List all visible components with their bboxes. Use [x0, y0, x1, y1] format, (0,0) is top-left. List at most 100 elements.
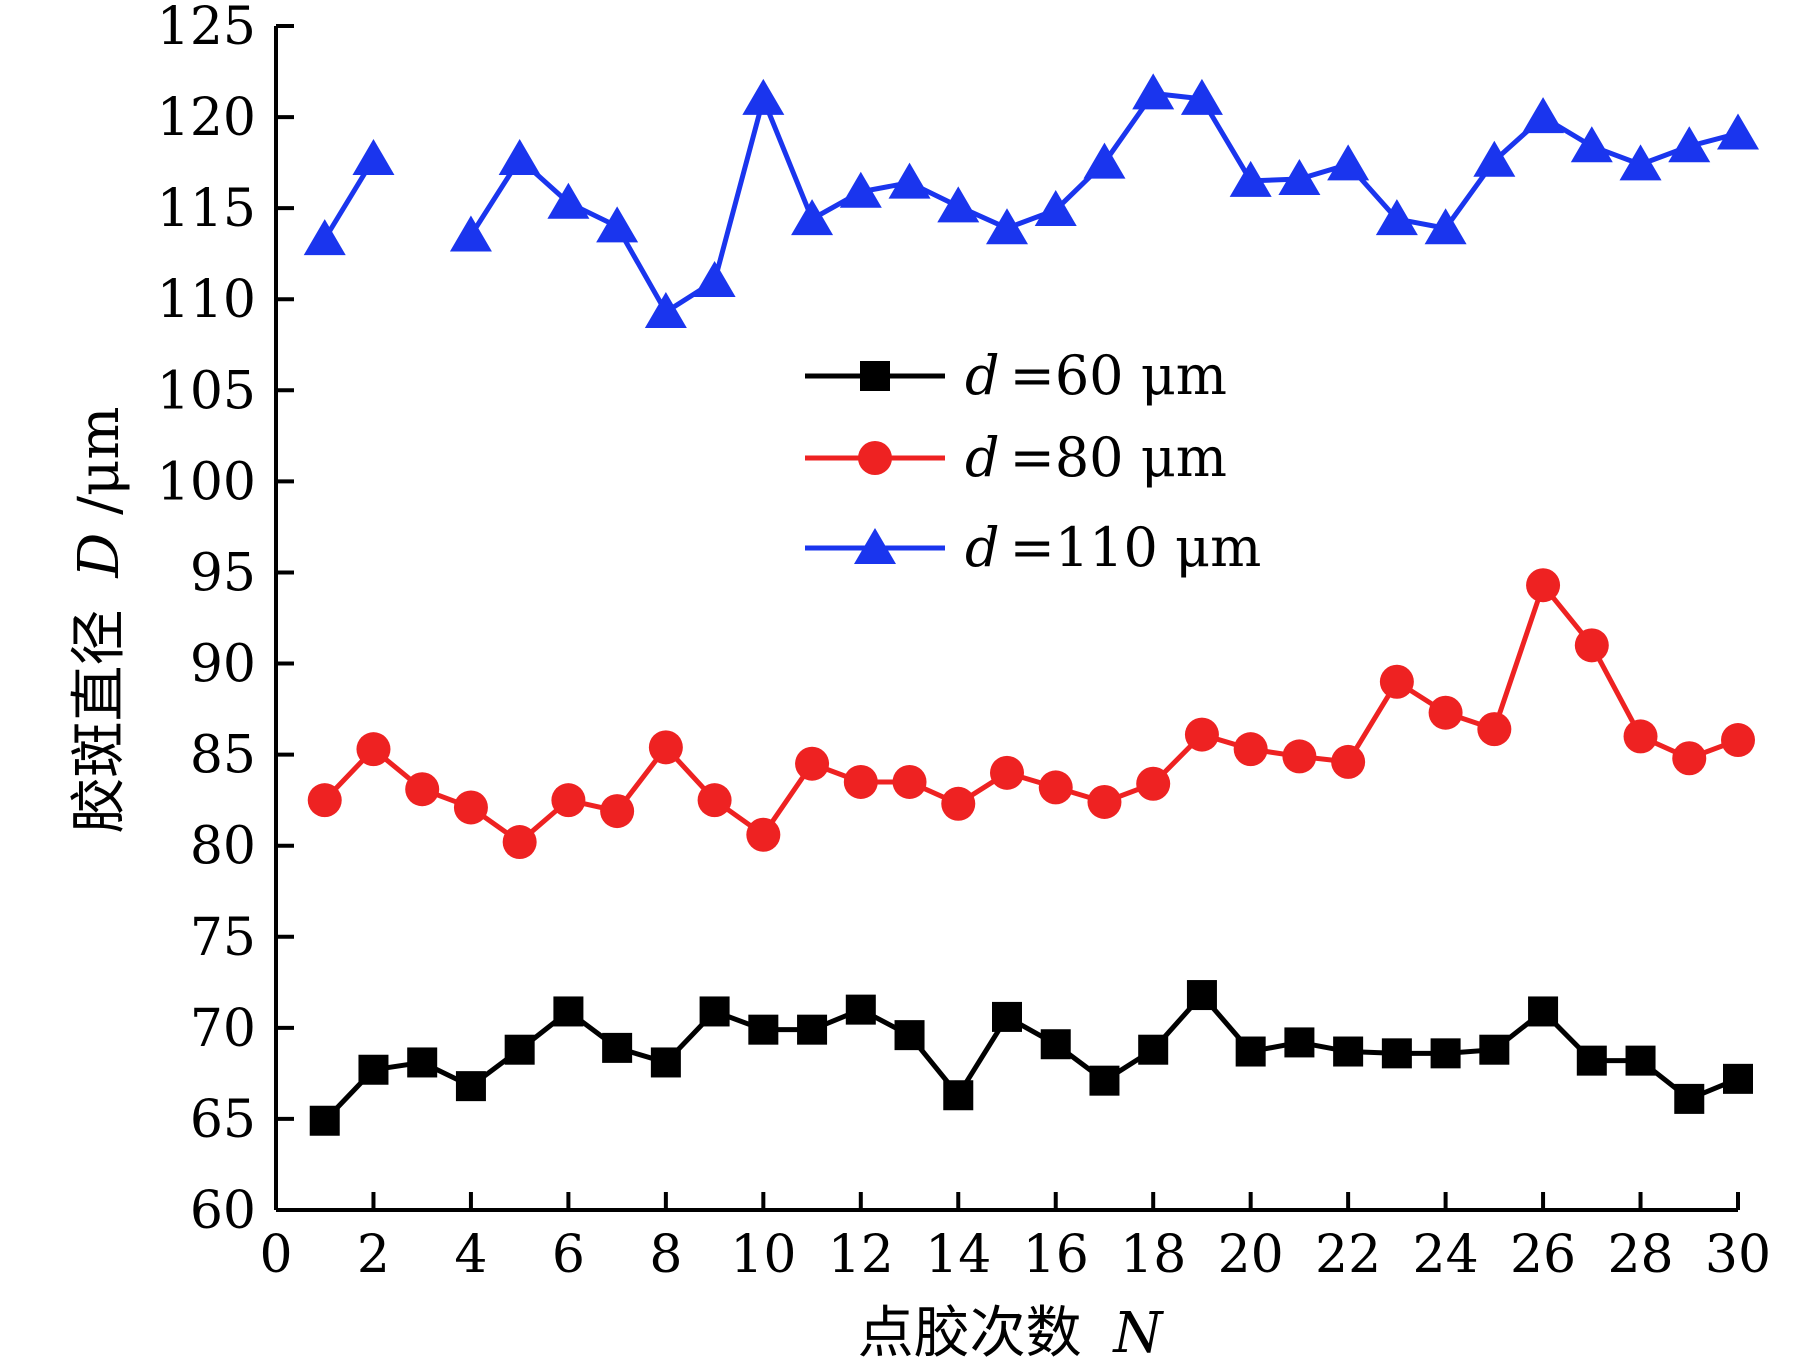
y-tick-label: 60: [190, 1181, 256, 1241]
y-tick-label: 85: [190, 726, 256, 786]
data-point: [551, 783, 586, 818]
series-triangle: [303, 73, 1759, 328]
legend-entry: d =110 μm: [805, 516, 1261, 579]
data-point: [888, 162, 931, 199]
data-point: [352, 138, 395, 175]
y-tick-label: 120: [157, 88, 256, 148]
plot-area: [303, 73, 1759, 1136]
y-tick-label: 95: [190, 543, 256, 603]
data-point: [1235, 1036, 1266, 1067]
data-point: [600, 794, 635, 829]
series-line: [322, 580, 1739, 846]
data-point: [1526, 568, 1561, 603]
legend-marker: [858, 441, 892, 475]
data-point: [797, 1014, 828, 1045]
data-point: [839, 171, 882, 208]
data-point: [405, 772, 440, 807]
y-tick-label: 80: [190, 817, 256, 877]
data-point: [498, 138, 541, 175]
legend-label: d =110 μm: [965, 516, 1261, 579]
data-point: [1479, 1034, 1510, 1065]
data-point: [650, 1047, 681, 1078]
data-point: [1284, 1027, 1315, 1058]
x-tick-label: 14: [925, 1225, 991, 1285]
axis-labels: 点胶次数 N 胶斑直径 D /μm: [67, 407, 1164, 1366]
data-point: [1668, 126, 1711, 163]
data-point: [1180, 78, 1223, 115]
data-point: [937, 186, 980, 223]
legend-label-rest: =110 μm: [1010, 516, 1262, 579]
data-point: [742, 78, 785, 115]
data-point: [407, 1047, 438, 1078]
data-point: [894, 1020, 925, 1051]
data-point: [1473, 140, 1516, 177]
x-tick-label: 4: [454, 1225, 487, 1285]
data-point: [1625, 1045, 1656, 1076]
data-point: [1034, 189, 1077, 226]
data-point: [1186, 980, 1217, 1011]
data-point: [358, 1054, 389, 1085]
data-point: [1424, 208, 1467, 245]
data-point: [1233, 732, 1268, 767]
y-tick-label: 110: [157, 270, 256, 330]
x-tick-label: 0: [259, 1225, 292, 1285]
x-tick-label: 24: [1413, 1225, 1479, 1285]
data-point: [648, 730, 683, 765]
data-point: [1038, 770, 1073, 805]
data-point: [1282, 739, 1317, 774]
data-point: [1428, 695, 1463, 730]
data-point: [1087, 784, 1122, 819]
y-tick-label: 75: [190, 908, 256, 968]
x-tick-label: 6: [552, 1225, 585, 1285]
data-point: [1184, 717, 1219, 752]
legend-label-var: d: [965, 516, 1000, 579]
data-point: [1619, 144, 1662, 181]
y-tick-label: 105: [157, 361, 256, 421]
data-point: [791, 199, 834, 236]
data-point: [845, 994, 876, 1025]
legend: d =60 μmd =80 μmd =110 μm: [805, 344, 1261, 579]
data-point: [1132, 73, 1175, 110]
x-axis-title: 点胶次数 N: [858, 1301, 1165, 1366]
legend-label: d =60 μm: [965, 344, 1227, 407]
data-point: [1379, 664, 1414, 699]
data-point: [1574, 628, 1609, 663]
data-point: [356, 732, 391, 767]
data-point: [1333, 1036, 1364, 1067]
data-point: [795, 746, 830, 781]
data-point: [1528, 996, 1559, 1027]
data-point: [307, 783, 342, 818]
legend-label-rest: =80 μm: [1010, 426, 1227, 489]
data-point: [1331, 744, 1366, 779]
data-point: [892, 764, 927, 799]
x-tick-label: 20: [1218, 1225, 1284, 1285]
data-point: [1327, 144, 1370, 181]
data-point: [1721, 723, 1755, 758]
data-point: [449, 215, 492, 252]
data-point: [1040, 1029, 1071, 1060]
data-point: [1138, 1034, 1169, 1065]
data-point: [453, 790, 488, 825]
series-square: [309, 980, 1753, 1136]
data-point: [1576, 1045, 1607, 1076]
y-tick-label: 65: [190, 1090, 256, 1150]
data-point: [943, 1080, 974, 1111]
x-tick-label: 16: [1023, 1225, 1089, 1285]
data-point: [746, 817, 781, 852]
data-point: [1623, 719, 1658, 754]
series-circle: [307, 568, 1755, 860]
data-point: [602, 1032, 633, 1063]
x-tick-label: 12: [828, 1225, 894, 1285]
data-point: [504, 1034, 535, 1065]
data-point: [1136, 766, 1171, 801]
y-tick-label: 90: [190, 635, 256, 695]
legend-marker: [860, 361, 890, 391]
data-point: [547, 182, 590, 219]
data-point: [748, 1014, 779, 1045]
data-point: [1278, 159, 1321, 196]
data-point: [502, 825, 537, 860]
legend-label-var: d: [965, 426, 1000, 489]
x-tick-label: 2: [357, 1225, 390, 1285]
y-axis-title-var: D: [67, 533, 132, 579]
legend-label-rest: =60 μm: [1010, 344, 1227, 407]
